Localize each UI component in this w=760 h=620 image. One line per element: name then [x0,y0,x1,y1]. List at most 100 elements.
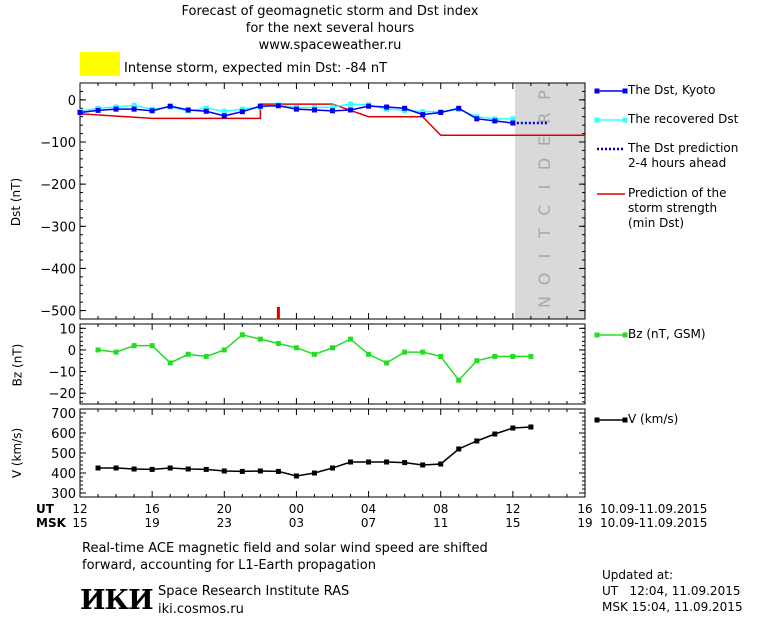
v-point [149,466,155,472]
v-point [239,468,245,474]
v-point [402,460,408,466]
legend-recovered-swatch-marker [622,117,628,123]
y-tick-label: −20 [49,387,76,402]
kyoto-point [402,105,408,111]
legend-strength-l1: Prediction of the [628,186,727,200]
v-point [167,465,173,471]
y-tick-label: 300 [51,487,76,502]
updated-label: Updated at: [602,568,673,582]
y-tick-label: −200 [40,178,76,193]
msk-tick-label: 03 [288,516,305,530]
bz-point [528,353,534,359]
v-point [474,438,480,444]
legend-bz-swatch-marker [594,332,600,338]
msk-tick-label: 19 [577,516,593,530]
institute-site: iki.cosmos.ru [158,602,244,617]
legend-bz-swatch-marker [622,332,628,338]
bz-point [456,377,462,383]
v-point [366,459,372,465]
dst-axis-label: Dst (nT) [9,177,24,227]
kyoto-point [384,104,390,110]
y-tick-label: 600 [51,427,76,442]
msk-tick-label: 15 [505,516,521,530]
y-tick-label: 500 [51,447,76,462]
legend-v-swatch-marker [594,417,600,423]
prediction-letter: N [535,296,554,308]
v-point [131,466,137,472]
recovered-point [131,102,137,108]
kyoto-point [293,106,299,112]
y-tick-label: −300 [40,220,76,235]
v-point [492,431,498,437]
strength-line [79,103,585,137]
ut-tick-label: 20 [216,502,232,516]
v-point [311,470,317,476]
legend-v-swatch-marker [622,417,628,423]
legend-prediction-l1: The Dst prediction [628,141,739,155]
legend-strength-l2: storm strength [628,201,718,215]
y-tick-label: −100 [40,136,76,151]
legend-strength-l3: (min Dst) [628,216,685,230]
ut-tick-label: 04 [360,502,377,516]
bz-point [311,351,317,357]
bz-point [510,353,516,359]
v-point [438,461,444,467]
bz-point [492,353,498,359]
ut-row-label: UT [36,502,54,516]
bz-point [113,349,119,355]
v-point [348,459,354,465]
chart-title-line1: Forecast of geomagnetic storm and Dst in… [181,4,479,19]
bz-point [221,347,227,353]
msk-row-label: MSK [36,516,66,530]
prediction-label: P R E D I C T I ON [535,90,554,308]
v-point [384,459,390,465]
kyoto-point [348,107,354,113]
chart-title-line2: for the next several hours [245,21,415,36]
kyoto-point [131,106,137,112]
kyoto-point [113,106,119,112]
date-range-ut: 10.09-11.09.2015 [600,502,708,516]
msk-tick-label: 23 [216,516,232,530]
v-point [113,465,119,471]
ut-tick-label: 08 [433,502,449,516]
kyoto-point [330,108,335,114]
ut-tick-label: 00 [288,502,305,516]
recovered-point [311,104,317,110]
y-tick-label: −400 [40,262,76,277]
bz-point [95,347,101,353]
kyoto-point [456,105,462,111]
bz-point [275,340,281,346]
bz-panel-frame [79,323,586,405]
v-point [203,466,209,472]
kyoto-point [366,103,372,109]
bz-point [185,351,191,357]
msk-tick-label: 19 [144,516,160,530]
prediction-letter: O [535,273,554,286]
kyoto-point [474,116,480,122]
recovered-point [420,109,426,115]
source-url: www.spaceweather.ru [258,38,402,53]
bz-point [149,343,155,349]
recovered-point [510,116,516,122]
prediction-letter: D [535,158,554,170]
kyoto-point [149,108,155,114]
kyoto-point [420,112,426,118]
bz-point [474,358,480,364]
bz-point [257,336,263,342]
kyoto-point [257,103,263,109]
institute-name: Space Research Institute RAS [158,584,350,599]
date-range-msk: 10.09-11.09.2015 [600,516,708,530]
y-tick-label: −500 [40,305,76,320]
legend-v: V (km/s) [628,412,679,426]
note-line1: Real-time ACE magnetic field and solar w… [82,541,488,556]
kyoto-point [492,118,498,124]
recovered-point [330,104,335,110]
y-tick-label: 400 [51,467,76,482]
bz-line [97,333,531,382]
prediction-letter: I [535,254,554,259]
v-point [420,462,426,468]
bz-point [438,353,444,359]
v-point [257,468,263,474]
updated-msk: MSK 15:04, 11.09.2015 [602,600,743,614]
bz-point [366,351,372,357]
